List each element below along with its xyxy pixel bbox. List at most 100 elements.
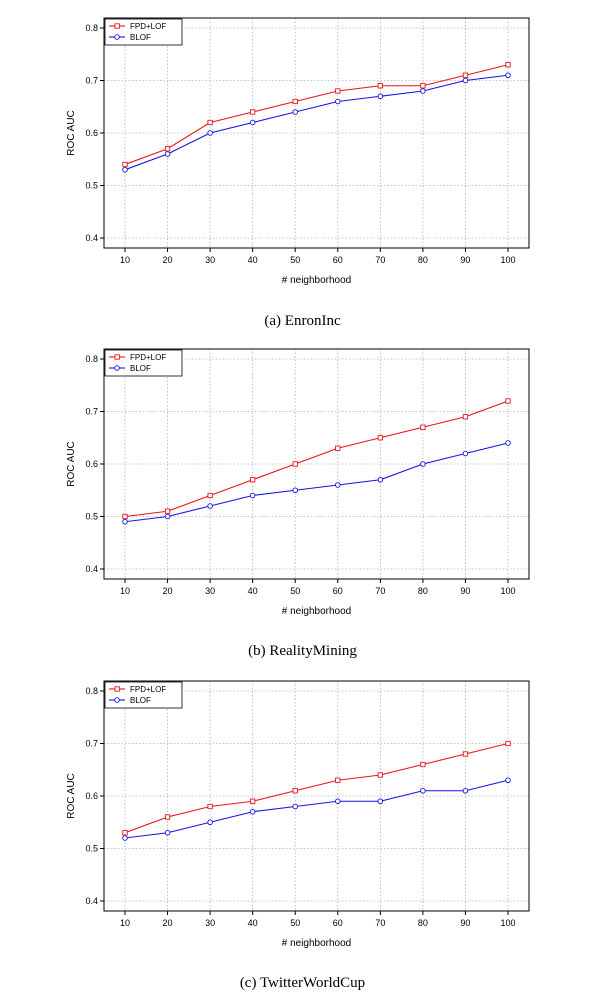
y-tick-label: 0.4 <box>85 896 98 906</box>
data-point <box>420 424 426 430</box>
data-point <box>377 93 384 99</box>
x-tick-label: 90 <box>460 918 470 928</box>
x-tick-label: 20 <box>163 586 173 596</box>
series-blof <box>122 72 511 173</box>
data-point <box>505 62 511 68</box>
x-tick-label: 100 <box>500 255 515 265</box>
data-point <box>164 513 171 520</box>
data-point <box>207 119 213 126</box>
data-point <box>335 798 341 805</box>
y-tick-label: 0.5 <box>85 181 98 191</box>
data-point <box>249 492 256 499</box>
data-point <box>462 450 469 457</box>
data-point <box>207 503 213 509</box>
legend-marker <box>114 23 120 29</box>
x-tick-label: 70 <box>375 586 385 596</box>
x-axis-label: # neighborhood <box>282 606 352 617</box>
data-point <box>377 435 383 441</box>
data-point <box>335 445 341 451</box>
data-point <box>164 508 171 514</box>
data-point <box>377 798 384 805</box>
legend-box <box>104 349 183 377</box>
data-point <box>420 461 426 467</box>
legend-marker <box>114 354 120 360</box>
data-point <box>377 477 384 483</box>
y-tick-label: 0.6 <box>85 459 98 469</box>
y-axis-label: ROC AUC <box>66 441 77 487</box>
legend-label: FPD+LOF <box>130 685 166 694</box>
series-blof <box>122 440 511 525</box>
gridlines <box>104 681 529 911</box>
x-tick-label: 80 <box>418 586 428 596</box>
data-point <box>420 788 426 794</box>
x-axis-label: # neighborhood <box>282 938 352 949</box>
data-point <box>292 98 298 105</box>
data-point <box>462 414 469 420</box>
data-point <box>505 440 511 446</box>
gridlines <box>104 18 529 248</box>
data-point <box>335 777 341 783</box>
data-point <box>462 788 469 794</box>
data-point <box>505 740 511 747</box>
legend-label: FPD+LOF <box>130 353 166 362</box>
x-tick-label: 80 <box>418 918 428 928</box>
legend: FPD+LOF BLOF <box>104 681 183 709</box>
data-point <box>505 72 511 78</box>
data-point <box>377 772 383 778</box>
y-tick-label: 0.4 <box>85 564 98 574</box>
series-line <box>124 742 509 834</box>
y-tick-label: 0.8 <box>85 354 98 364</box>
y-tick-label: 0.6 <box>85 128 98 138</box>
data-point <box>249 809 256 815</box>
data-point <box>462 77 469 84</box>
y-axis-label: ROC AUC <box>66 773 77 819</box>
x-tick-label: 70 <box>375 918 385 928</box>
series-line <box>124 400 509 518</box>
legend-box <box>104 18 183 46</box>
legend-marker <box>114 34 120 40</box>
data-point <box>164 830 171 836</box>
x-axis-label: # neighborhood <box>282 275 352 286</box>
x-tick-label: 30 <box>205 918 215 928</box>
x-tick-label: 60 <box>333 586 343 596</box>
data-point <box>250 477 256 483</box>
data-point <box>250 798 256 804</box>
data-point <box>207 819 213 826</box>
figure-caption: (b) RealityMining <box>248 643 357 659</box>
data-point <box>207 130 213 136</box>
legend: FPD+LOF BLOF <box>104 18 183 46</box>
x-tick-label: 50 <box>290 918 300 928</box>
y-tick-label: 0.7 <box>85 739 98 749</box>
data-point <box>122 161 128 168</box>
x-tick-label: 100 <box>500 586 515 596</box>
legend-label: FPD+LOF <box>130 22 166 31</box>
chart-panel-2: 10 20 30 40 50 60 70 80 90 100 0.4 0.5 0.6 0.7 0.8 # ne… <box>66 348 530 659</box>
data-point <box>377 83 383 89</box>
data-point <box>164 814 171 820</box>
x-tick-label: 60 <box>333 255 343 265</box>
data-point <box>335 482 341 488</box>
series-fpd-lof <box>122 62 511 168</box>
y-tick-label: 0.7 <box>85 407 98 417</box>
data-point <box>420 88 426 94</box>
data-point <box>122 519 128 525</box>
data-point <box>292 109 298 115</box>
data-point <box>122 166 128 173</box>
x-tick-label: 50 <box>290 586 300 596</box>
y-axis-label: ROC AUC <box>66 110 77 156</box>
data-point <box>420 83 426 89</box>
chart-panel-3: 10 20 30 40 50 60 70 80 90 100 0.4 0.5 0.6 0.7 0.8 # ne… <box>66 680 530 991</box>
series-line <box>124 779 509 839</box>
x-tick-label: 60 <box>333 918 343 928</box>
x-tick-label: 100 <box>500 918 515 928</box>
series-line <box>124 64 509 166</box>
series-fpd-lof <box>122 740 511 836</box>
series-line <box>124 442 509 523</box>
x-tick-label: 20 <box>163 255 173 265</box>
chart-panel-1: 10 20 30 40 50 60 70 80 90 100 0.4 0.5 0.6 0.7 0.8 # ne… <box>66 17 530 329</box>
data-point <box>292 803 298 810</box>
data-point <box>122 835 128 841</box>
x-tick-label: 10 <box>120 918 130 928</box>
legend-marker <box>114 697 120 703</box>
